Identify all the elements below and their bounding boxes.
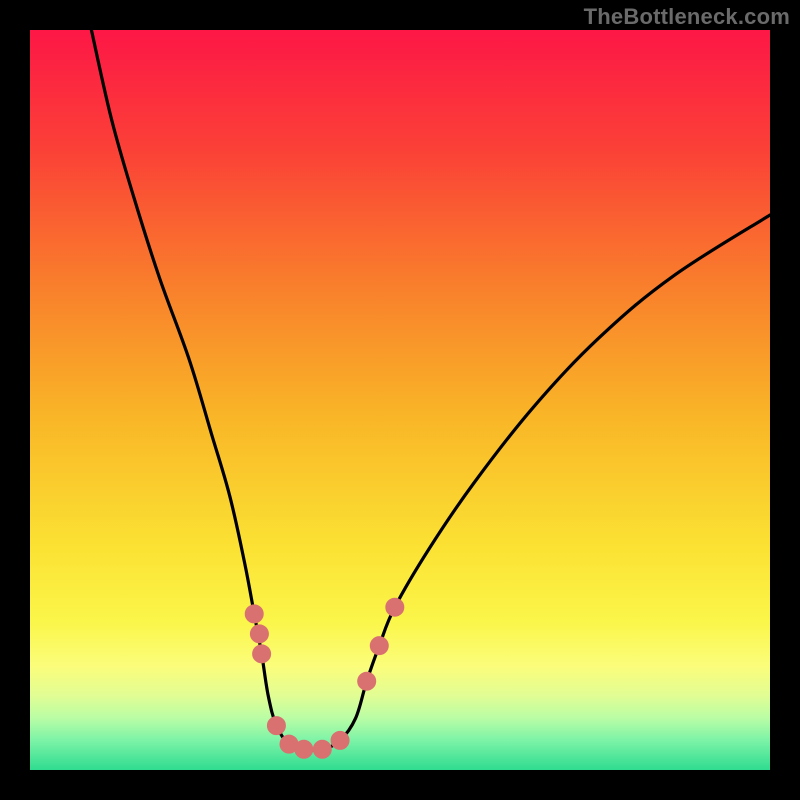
watermark-text: TheBottleneck.com bbox=[584, 4, 790, 30]
curve-marker bbox=[245, 605, 263, 623]
curve-marker bbox=[370, 637, 388, 655]
bottleneck-curve-chart bbox=[0, 0, 800, 800]
curve-marker bbox=[267, 717, 285, 735]
curve-marker bbox=[253, 645, 271, 663]
curve-marker bbox=[331, 731, 349, 749]
chart-container: TheBottleneck.com bbox=[0, 0, 800, 800]
curve-marker bbox=[250, 625, 268, 643]
curve-marker bbox=[386, 598, 404, 616]
curve-marker bbox=[313, 740, 331, 758]
chart-gradient-background bbox=[30, 30, 770, 770]
curve-marker bbox=[295, 740, 313, 758]
curve-marker bbox=[358, 672, 376, 690]
